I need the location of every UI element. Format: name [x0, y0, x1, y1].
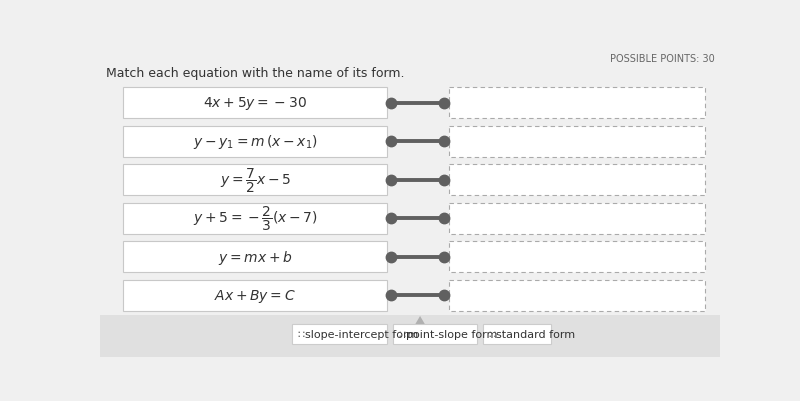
Bar [483, 325, 551, 344]
Bar [449, 280, 705, 311]
Text: POSSIBLE POINTS: 30: POSSIBLE POINTS: 30 [610, 54, 714, 64]
Text: $y = \dfrac{7}{2}x - 5$: $y = \dfrac{7}{2}x - 5$ [219, 166, 290, 194]
Text: $4x + 5y = -30$: $4x + 5y = -30$ [203, 95, 307, 112]
Polygon shape [414, 316, 426, 325]
Text: slope-intercept form: slope-intercept form [306, 330, 418, 340]
Bar [292, 325, 386, 344]
Text: ∷: ∷ [398, 330, 406, 340]
Bar [123, 88, 386, 119]
Text: standard form: standard form [496, 330, 575, 340]
Bar [123, 165, 386, 196]
Bar [123, 203, 386, 234]
Text: $y + 5 = -\dfrac{2}{3}(x - 7)$: $y + 5 = -\dfrac{2}{3}(x - 7)$ [193, 205, 318, 233]
Bar [123, 126, 386, 157]
Bar [393, 325, 477, 344]
Bar [449, 88, 705, 119]
Text: $y = mx + b$: $y = mx + b$ [218, 248, 292, 266]
Text: ∷: ∷ [488, 330, 495, 340]
Text: Match each equation with the name of its form.: Match each equation with the name of its… [106, 67, 405, 80]
Text: point-slope form: point-slope form [406, 330, 498, 340]
Text: ∷: ∷ [298, 330, 305, 340]
Bar [449, 126, 705, 157]
Text: $y - y_1 = m\,(x - x_1)$: $y - y_1 = m\,(x - x_1)$ [193, 133, 318, 151]
Bar [449, 203, 705, 234]
Bar [449, 242, 705, 272]
Bar [449, 165, 705, 196]
Bar [123, 242, 386, 272]
Text: $Ax + By = C$: $Ax + By = C$ [214, 287, 296, 304]
Bar [123, 280, 386, 311]
Bar [100, 316, 720, 357]
